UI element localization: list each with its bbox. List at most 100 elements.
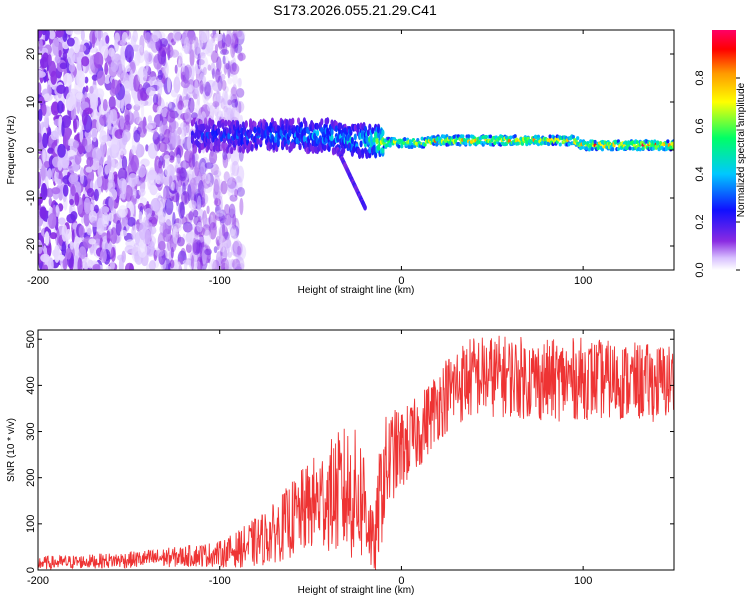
spectrogram-cell	[65, 247, 72, 260]
spectrogram-cell	[224, 203, 229, 219]
spectrogram-cell	[236, 243, 247, 261]
spectrogram-cell	[78, 246, 87, 260]
spectrogram-cell	[239, 248, 244, 258]
spectrogram-cell	[170, 49, 180, 58]
spectrogram-cell	[216, 239, 220, 251]
spectrogram-cell	[237, 52, 246, 61]
spectrogram-cell	[229, 92, 234, 104]
spectrogram-cell	[124, 107, 130, 126]
spectrogram-cell	[68, 62, 76, 73]
snr-series-line	[38, 335, 674, 570]
spectrogram-cell	[86, 227, 92, 236]
spectrogram-cell	[121, 129, 131, 143]
spectrogram-cell	[211, 68, 215, 79]
spectrogram-cell	[97, 165, 104, 178]
snr-y-ticks: 0 100 200 300 400 500	[25, 330, 674, 573]
spectrogram-cell	[232, 258, 241, 270]
spectrogram-cell	[175, 72, 180, 85]
spectrogram-cell	[375, 137, 379, 145]
spectrogram-cell	[222, 238, 232, 249]
spectrogram-cell	[376, 126, 381, 134]
spectrogram-cell	[226, 215, 231, 230]
spectrogram-cell	[106, 230, 111, 244]
spectrogram-cell	[145, 86, 156, 97]
spectrogram-cell	[147, 115, 153, 123]
spectrogram-cell	[175, 177, 181, 193]
spectrogram-cell	[204, 81, 211, 97]
spectrogram-cell	[221, 79, 227, 91]
spectrogram-cell	[223, 213, 232, 226]
spectrogram-cell	[654, 144, 658, 149]
spectrogram-cell	[388, 142, 392, 147]
spectrogram-cell	[42, 149, 46, 163]
spectrogram-cell	[360, 148, 365, 156]
spectrogram-cell	[221, 223, 226, 237]
spectrogram-cell	[651, 146, 655, 151]
spectrogram-cell	[192, 152, 196, 168]
spectrogram-cell	[236, 87, 245, 98]
spectrogram-cell	[49, 30, 56, 40]
spectrogram-cell	[223, 33, 233, 47]
spectrogram-cell	[215, 68, 221, 83]
spectrogram-cell	[228, 262, 237, 270]
spectrogram-cell	[227, 60, 231, 79]
spectrogram-cell	[63, 134, 67, 148]
spectrogram-cell	[231, 98, 238, 108]
spectrogram-cell	[381, 129, 385, 137]
spectrogram-cell	[38, 82, 42, 95]
spectrogram-cell	[47, 54, 52, 67]
spectrogram-cell	[204, 162, 214, 169]
snr-y-label: SNR (10 * v/v)	[6, 418, 17, 482]
spectrogram-cell	[220, 257, 230, 270]
spectrogram-cell	[48, 86, 52, 96]
spectrogram-cell	[41, 103, 47, 116]
snr-y-tick-label: 0	[25, 567, 37, 573]
spectrogram-cell	[184, 108, 192, 122]
spectrogram-cell	[119, 229, 128, 237]
spectrogram-cell	[228, 203, 236, 219]
spectrogram-cell	[235, 266, 242, 270]
spectrogram-cell	[138, 188, 146, 197]
spectrogram-cell	[229, 216, 236, 235]
spectrogram-cell	[127, 216, 136, 227]
spectrogram-cell	[58, 217, 66, 226]
spectrogram-cell	[130, 35, 137, 47]
spectrogram-cell	[232, 240, 240, 254]
spectrogram-cell	[229, 102, 236, 116]
spectrogram-cell	[48, 197, 53, 207]
spectrogram-cell	[83, 107, 94, 115]
spectrogram-cell	[224, 86, 229, 93]
spectrogram-cell	[374, 151, 378, 159]
spectrogram-cell	[194, 79, 199, 95]
spectrogram-cell	[140, 103, 145, 119]
spectrogram-cell	[109, 260, 115, 270]
spectrogram-cell	[68, 174, 79, 185]
spectrogram-cell	[153, 130, 158, 140]
spectrogram-cell	[38, 71, 46, 78]
spectrogram-cell	[38, 59, 41, 69]
spectrogram-cell	[225, 100, 231, 115]
spectrogram-cell	[320, 118, 324, 126]
spectrogram-cell	[77, 257, 83, 270]
spectrogram-cell	[89, 203, 94, 212]
spectrogram-cell	[201, 190, 206, 208]
spectrogram-cell	[93, 51, 104, 69]
colorbar-label: Normalized spectral amplitude	[736, 82, 747, 217]
spectrogram-cell	[194, 160, 200, 177]
spectrogram-cell	[590, 147, 594, 152]
spectrogram-cell	[215, 210, 224, 217]
spectrogram-cell	[223, 105, 228, 113]
spectrogram-cell	[56, 84, 66, 95]
spectrogram-cell	[177, 126, 182, 136]
spectrogram-cell	[225, 63, 230, 70]
spectrogram-cell	[420, 136, 424, 141]
spectrogram-cell	[238, 78, 242, 86]
spectrogram-cell	[483, 140, 487, 145]
spectrogram-cell	[342, 146, 346, 154]
spectrogram-cell	[558, 142, 562, 147]
spectrogram-cell	[202, 75, 207, 88]
spectrogram-cell	[236, 263, 242, 270]
snr-y-tick-label: 200	[25, 469, 37, 487]
spectrogram-cell	[76, 70, 86, 88]
spectrogram-cell	[226, 175, 233, 186]
